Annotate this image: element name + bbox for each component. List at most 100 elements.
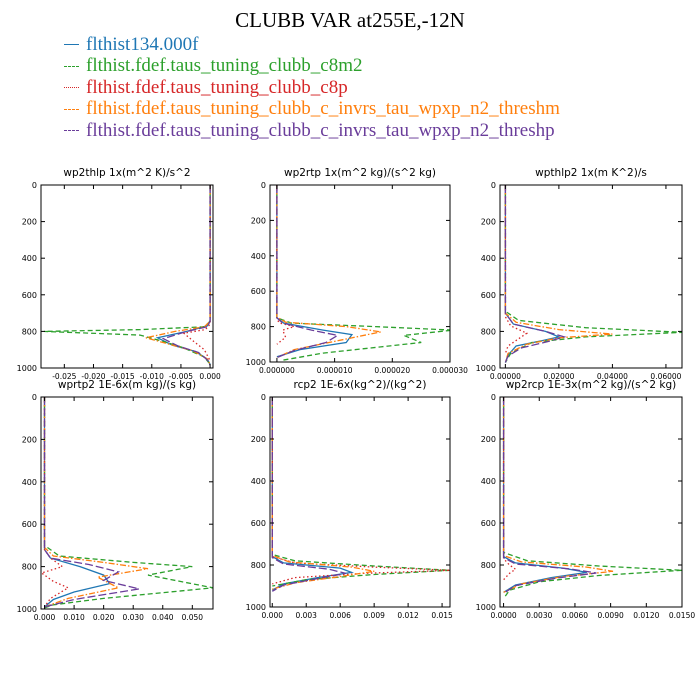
y-tick-label: 800 bbox=[22, 327, 37, 336]
x-tick-label: 0.0150 bbox=[669, 611, 695, 620]
plot-frame bbox=[269, 396, 451, 608]
y-tick-label: 1000 bbox=[246, 603, 266, 612]
chart-panel: wprtp2 1E-6x(m kg)/(s kg) 0 200 400 600 800 10… bbox=[17, 379, 214, 622]
y-tick-label: 400 bbox=[251, 252, 266, 261]
x-tick-label: -0.010 bbox=[140, 372, 164, 381]
series-line bbox=[145, 185, 211, 365]
x-tick-label: 0.00000 bbox=[490, 372, 521, 381]
series-line bbox=[502, 397, 614, 593]
legend-item: flthist.fdef.taus_tuning_clubb_c_invrs_t… bbox=[64, 98, 560, 121]
series-line bbox=[504, 185, 529, 354]
series-line bbox=[155, 185, 211, 365]
x-tick-label: -0.005 bbox=[169, 372, 193, 381]
series-group bbox=[276, 185, 450, 361]
x-tick-label: 0.003 bbox=[295, 611, 317, 620]
y-tick-label: 200 bbox=[481, 218, 496, 227]
y-tick-label: 400 bbox=[481, 477, 496, 486]
series-line bbox=[276, 185, 354, 358]
x-tick-label: 0.000020 bbox=[374, 366, 410, 375]
legend-item: flthist134.000f bbox=[64, 34, 560, 56]
y-tick-label: 1000 bbox=[17, 605, 37, 614]
series-line bbox=[43, 185, 211, 365]
series-line bbox=[43, 397, 111, 608]
plot-frame bbox=[40, 396, 214, 610]
legend-swatch bbox=[64, 87, 79, 89]
series-line bbox=[271, 397, 450, 585]
series-group bbox=[502, 397, 682, 599]
y-tick-label: 400 bbox=[22, 478, 37, 487]
x-tick-label: 0.0090 bbox=[598, 611, 624, 620]
legend-item: flthist.fdef.taus_tuning_clubb_c8m2 bbox=[64, 55, 560, 78]
y-tick-label: 600 bbox=[22, 520, 37, 529]
series-line bbox=[271, 397, 346, 592]
series-line bbox=[502, 397, 517, 581]
x-tick-label: 0.0060 bbox=[562, 611, 588, 620]
x-tick-label: 0.04000 bbox=[597, 372, 628, 381]
x-tick-label: 0.000 bbox=[34, 613, 56, 622]
panel-title: wp2thlp 1x(m^2 K)/s^2 bbox=[63, 167, 190, 179]
y-tick-label: 200 bbox=[251, 435, 266, 444]
legend: flthist134.000f flthist.fdef.taus_tuning… bbox=[64, 34, 560, 142]
x-tick-label: 0.0120 bbox=[633, 611, 659, 620]
panel-title: wp2rcp 1E-3x(m^2 kg)/(s^2 kg) bbox=[506, 379, 677, 391]
series-line bbox=[43, 397, 140, 608]
y-tick-label: 200 bbox=[22, 435, 37, 444]
panel-title: wprtp2 1E-6x(m kg)/(s kg) bbox=[58, 379, 196, 391]
panel-title: wpthlp2 1x(m K^2)/s bbox=[535, 167, 647, 179]
x-tick-label: -0.015 bbox=[111, 372, 135, 381]
plot-frame bbox=[499, 396, 683, 608]
y-tick-label: 400 bbox=[251, 477, 266, 486]
y-tick-label: 200 bbox=[481, 435, 496, 444]
chart-panel: wp2rtp 1x(m^2 kg)/(s^2 kg) 0 200 400 600 800 1… bbox=[246, 167, 468, 375]
series-line bbox=[502, 397, 587, 593]
chart-panel: rcp2 1E-6x(kg^2)/(kg^2) 0 200 400 600 800 1000… bbox=[246, 379, 453, 620]
y-tick-label: 1000 bbox=[17, 364, 37, 373]
y-tick-label: 600 bbox=[251, 519, 266, 528]
x-tick-label: 0.015 bbox=[431, 611, 453, 620]
x-tick-label: -0.025 bbox=[52, 372, 76, 381]
series-line bbox=[271, 397, 375, 590]
legend-label: flthist.fdef.taus_tuning_clubb_c8m2 bbox=[86, 55, 363, 77]
chart-panel: wpthlp2 1x(m K^2)/s 0 200 400 600 800 10000.00… bbox=[476, 167, 683, 381]
y-tick-label: 800 bbox=[251, 561, 266, 570]
x-tick-label: 0.0000 bbox=[490, 611, 516, 620]
y-tick-label: 0 bbox=[32, 393, 37, 402]
x-tick-label: 0.040 bbox=[152, 613, 174, 622]
series-line bbox=[41, 397, 70, 608]
x-tick-label: -0.020 bbox=[81, 372, 105, 381]
panel-title: wp2rtp 1x(m^2 kg)/(s^2 kg) bbox=[284, 167, 436, 179]
legend-item: flthist.fdef.taus_tuning_clubb_c8p bbox=[64, 77, 560, 99]
x-tick-label: 0.02000 bbox=[543, 372, 574, 381]
panel-title: rcp2 1E-6x(kg^2)/(kg^2) bbox=[294, 379, 427, 391]
x-tick-label: 0.000030 bbox=[432, 366, 468, 375]
series-line bbox=[502, 397, 597, 594]
y-tick-label: 0 bbox=[491, 181, 496, 190]
y-tick-label: 200 bbox=[22, 218, 37, 227]
chart-panel: wp2thlp 1x(m^2 K)/s^2 0 200 400 600 800 1000 -0… bbox=[17, 167, 221, 381]
y-tick-label: 800 bbox=[481, 327, 496, 336]
series-line bbox=[161, 185, 211, 366]
series-line bbox=[276, 185, 450, 361]
x-tick-label: 0.020 bbox=[93, 613, 115, 622]
x-tick-label: 0.012 bbox=[397, 611, 419, 620]
y-tick-label: 600 bbox=[481, 291, 496, 300]
x-tick-label: 0.050 bbox=[182, 613, 204, 622]
y-tick-label: 400 bbox=[22, 254, 37, 263]
series-line bbox=[276, 185, 381, 359]
x-tick-label: 0.000 bbox=[199, 372, 221, 381]
series-group bbox=[271, 397, 450, 592]
x-tick-label: 0.000010 bbox=[317, 366, 353, 375]
plot-frame bbox=[40, 184, 214, 369]
series-line bbox=[504, 185, 613, 363]
legend-swatch bbox=[64, 130, 79, 132]
legend-item: flthist.fdef.taus_tuning_clubb_c_invrs_t… bbox=[64, 120, 560, 142]
x-tick-label: 0.0030 bbox=[526, 611, 552, 620]
series-line bbox=[276, 185, 297, 345]
y-tick-label: 800 bbox=[251, 323, 266, 332]
x-tick-label: 0.006 bbox=[329, 611, 351, 620]
figure-title: CLUBB VAR at255E,-12N bbox=[235, 8, 465, 32]
y-tick-label: 600 bbox=[481, 519, 496, 528]
series-line bbox=[43, 397, 149, 608]
y-tick-label: 1000 bbox=[476, 603, 496, 612]
series-line bbox=[504, 185, 567, 363]
